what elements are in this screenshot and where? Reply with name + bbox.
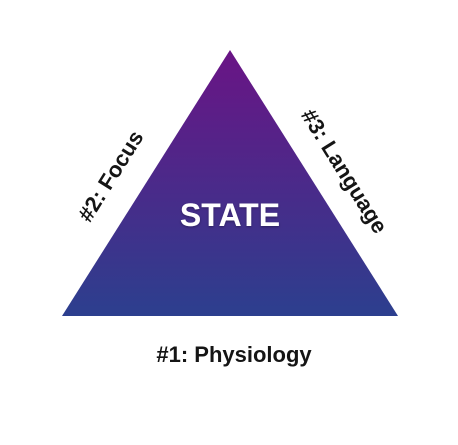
physiology-base-label: #1: Physiology — [156, 342, 312, 367]
state-triangle — [62, 50, 398, 316]
state-center-label: STATE — [180, 197, 280, 233]
